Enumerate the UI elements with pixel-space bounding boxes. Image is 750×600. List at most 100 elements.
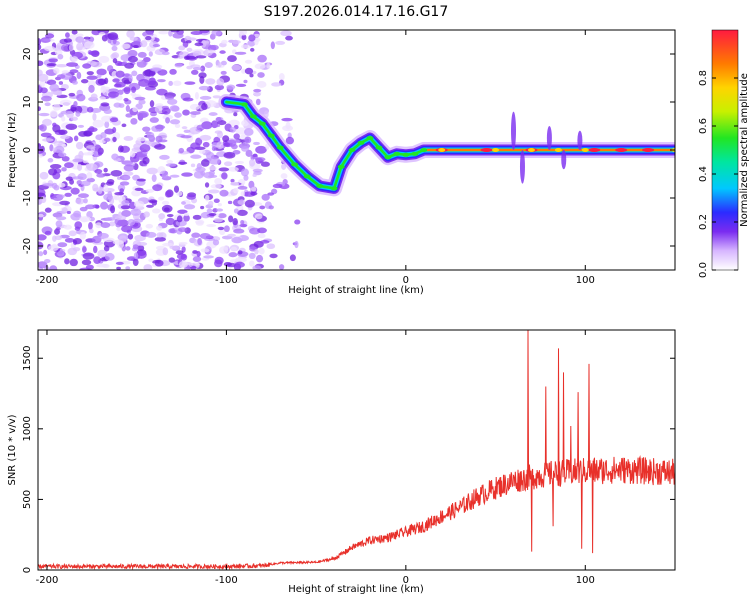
spectrogram-noise-blob: [243, 174, 249, 181]
spectrogram-noise-blob: [137, 51, 147, 58]
spectrogram-noise-blob: [44, 258, 51, 264]
spectrogram-noise-blob: [230, 178, 235, 183]
spectrogram-noise-blob: [64, 162, 74, 169]
spectrogram-noise-blob: [44, 207, 52, 213]
spectrogram-noise-blob: [60, 110, 72, 115]
spectrogram-noise-blob: [61, 70, 69, 74]
spectrogram-noise-blob: [132, 106, 138, 113]
spectrogram-noise-blob: [156, 88, 168, 96]
spectrogram-noise-blob: [82, 160, 89, 164]
spectrogram-noise-blob: [98, 188, 103, 194]
chart-title: S197.2026.014.17.16.G17: [264, 4, 449, 20]
spectrogram-noise-blob: [112, 127, 117, 134]
spectrogram-noise-blob: [164, 95, 175, 100]
y-tick-label: -10: [22, 190, 33, 206]
spectrogram-noise-blob: [167, 98, 178, 105]
spectrogram-noise-blob: [39, 196, 47, 204]
spectrogram-noise-blob: [52, 147, 57, 152]
spectrogram-noise-blob: [82, 63, 92, 69]
spectrogram-noise-blob: [68, 44, 74, 52]
spectrogram-noise-blob: [165, 117, 171, 124]
spectrogram-noise-blob: [131, 86, 137, 93]
spectrogram-noise-blob: [232, 217, 238, 226]
spectrogram-noise-blob: [48, 168, 58, 176]
y-tick-label: 0: [22, 567, 33, 573]
spectrogram-noise-blob: [131, 70, 138, 77]
spectrogram-noise-blob: [139, 144, 151, 153]
spectrogram-noise-blob: [233, 112, 238, 117]
spectrogram-peak-blob: [615, 148, 628, 152]
spectrogram-noise-blob: [120, 205, 131, 210]
spectrogram-noise-blob: [237, 250, 243, 255]
spectrogram-noise-blob: [133, 252, 139, 260]
spectrogram-noise-blob: [208, 157, 221, 165]
spectrogram-noise-blob: [96, 74, 102, 79]
snr-frame: [37, 329, 676, 571]
spectrogram-trace-point: [527, 148, 535, 152]
spectrogram-noise-blob: [255, 145, 267, 154]
spectrogram-noise-blob: [252, 168, 263, 173]
spectrogram-trace-point: [258, 121, 266, 126]
spectrogram-noise-blob: [223, 161, 233, 167]
snr-plot-area: [38, 330, 675, 570]
spectrogram-noise-blob: [136, 178, 147, 182]
spectrogram-noise-blob: [257, 227, 267, 234]
spectrogram-noise-blob: [178, 241, 188, 245]
spectrogram-noise-blob: [250, 191, 258, 196]
x-tick-label: -100: [215, 275, 238, 286]
spectrogram-noise-blob: [38, 60, 44, 67]
spectrogram-noise-blob: [183, 212, 190, 217]
spectrogram-noise-blob: [156, 232, 164, 238]
spectrogram-noise-blob: [59, 200, 71, 206]
spectrogram-noise-blob: [49, 144, 54, 152]
x-tick-label: -100: [215, 575, 238, 586]
spectrogram-noise-blob: [73, 135, 79, 142]
spectrogram-noise-blob: [44, 45, 56, 52]
spectrogram-noise-blob: [165, 163, 177, 167]
spectrogram-noise-blob: [205, 78, 216, 85]
spectrogram-noise-blob: [217, 226, 225, 231]
spectrogram-noise-blob: [142, 156, 150, 165]
spectrogram-noise-blob: [56, 74, 66, 79]
spectrogram-noise-blob: [102, 237, 115, 243]
snr-series-line: [38, 330, 675, 570]
spectrogram-noise-blob: [140, 40, 148, 48]
spectrogram-noise-blob: [109, 221, 116, 227]
spectrogram-noise-blob: [64, 192, 72, 197]
spectrogram-noise-blob: [151, 200, 158, 206]
spectrogram-noise-blob: [227, 233, 236, 237]
spectrogram-noise-blob: [134, 200, 145, 208]
spectrogram-noise-blob: [192, 214, 202, 220]
spectrogram-noise-blob: [234, 261, 245, 268]
spectrogram-noise-blob: [221, 172, 228, 180]
spectrogram-noise-blob: [67, 247, 78, 256]
spectrogram-noise-blob: [255, 254, 264, 263]
spectrogram-noise-blob: [38, 43, 42, 51]
spectrogram-noise-blob: [204, 182, 210, 188]
spectrogram-noise-blob: [177, 209, 188, 214]
spectrogram-noise-blob: [173, 80, 182, 87]
y-tick-label: 10: [22, 96, 33, 109]
spectrogram-noise-blob: [199, 134, 212, 141]
spectrogram-noise-blob: [219, 50, 226, 54]
spectrogram-noise-blob: [178, 260, 188, 268]
spectrogram-noise-blob: [168, 80, 173, 86]
spectrogram-noise-blob: [132, 258, 139, 266]
spectrogram-trace-point: [330, 186, 338, 191]
spectrogram-noise-blob: [239, 30, 248, 36]
spectrogram-noise-blob: [79, 206, 88, 212]
spectrogram-noise-blob: [215, 117, 222, 122]
spectrogram-noise-blob: [76, 93, 86, 102]
spectrogram-noise-blob: [244, 67, 254, 75]
spectrogram-noise-blob: [104, 77, 109, 85]
spectrogram-noise-blob: [225, 267, 232, 270]
spectrogram-noise-blob: [92, 113, 97, 121]
spectrogram-noise-blob: [196, 124, 205, 131]
spectrogram-noise-blob: [204, 62, 213, 68]
spectrogram-noise-blob: [183, 214, 190, 222]
spectrogram-noise-blob: [58, 129, 68, 135]
spectrogram-noise-blob: [127, 56, 138, 63]
spectrogram-noise-blob: [73, 210, 82, 218]
spectrogram-noise-blob: [200, 205, 205, 210]
spectrogram-noise-blob: [100, 222, 111, 229]
